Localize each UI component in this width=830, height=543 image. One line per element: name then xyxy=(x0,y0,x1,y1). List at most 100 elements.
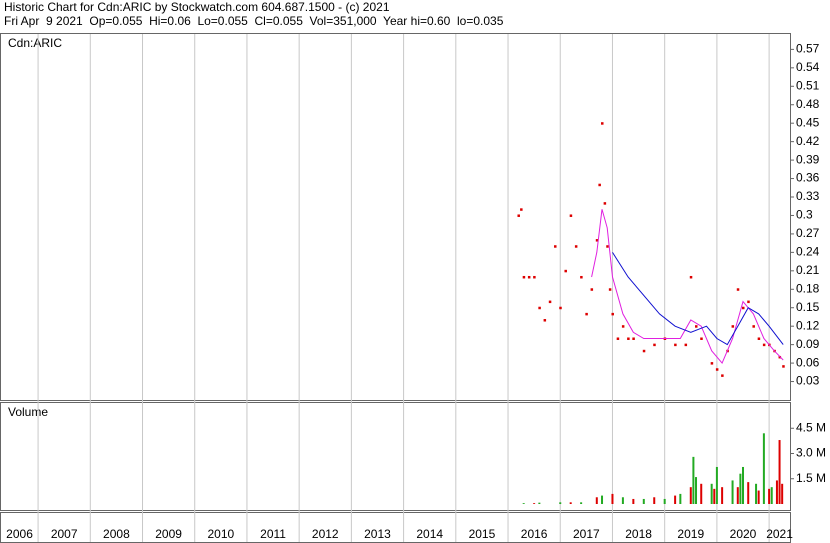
price-dot xyxy=(757,337,761,340)
volume-bar xyxy=(559,502,562,504)
price-dot xyxy=(721,374,724,377)
price-dot xyxy=(608,288,612,291)
volume-bar xyxy=(522,503,525,504)
price-dot xyxy=(522,275,526,279)
volume-bar xyxy=(679,493,682,504)
price-dot xyxy=(543,319,547,322)
y-tick-label: 0.57 xyxy=(796,42,820,56)
price-dot xyxy=(564,269,567,273)
volume-bar xyxy=(739,473,742,504)
price-dot xyxy=(742,306,745,310)
chart-subtitle: Fri Apr 9 2021 Op=0.055 Hi=0.06 Lo=0.055… xyxy=(4,14,504,28)
y-tick-label: 0.09 xyxy=(796,337,820,351)
volume-bar xyxy=(778,440,781,504)
y-tick-label: 0.27 xyxy=(796,226,820,240)
y-tick-label: 0.18 xyxy=(796,281,820,295)
x-tick-label: 2008 xyxy=(103,527,130,541)
price-dot xyxy=(684,343,688,347)
y-tick-label: 0.51 xyxy=(796,78,820,92)
price-dot xyxy=(715,368,719,371)
y-tick-label: 1.5 M xyxy=(796,471,826,485)
x-tick-label: 2013 xyxy=(364,527,391,541)
volume-frame xyxy=(0,402,791,511)
price-dot xyxy=(603,202,607,205)
price-dot xyxy=(580,275,583,279)
x-tick-label: 2010 xyxy=(207,527,234,541)
price-dot xyxy=(616,337,620,340)
panel-label: Cdn:ARIC xyxy=(8,36,62,50)
volume-bar xyxy=(775,480,778,504)
x-tick-label: 2007 xyxy=(51,527,78,541)
chart-title: Historic Chart for Cdn:ARIC by Stockwatc… xyxy=(4,0,390,14)
moving-average xyxy=(591,209,784,365)
x-tick-label: 2020 xyxy=(730,527,757,541)
price-dot xyxy=(606,245,609,248)
price-dot xyxy=(653,343,656,347)
volume-bar xyxy=(721,487,724,504)
price-dot xyxy=(674,343,677,347)
y-tick-label: 0.15 xyxy=(796,300,820,314)
volume-bar xyxy=(695,477,698,504)
price-dot xyxy=(611,312,614,316)
volume-bar xyxy=(736,487,739,504)
price-dot xyxy=(533,275,536,279)
volume-bar xyxy=(595,497,598,504)
price-dot xyxy=(574,245,578,248)
volume-bar xyxy=(569,502,572,504)
volume-bar xyxy=(731,480,734,504)
price-dot xyxy=(689,275,693,279)
y-tick-label: 0.24 xyxy=(796,245,820,259)
volume-bar xyxy=(715,466,718,504)
price-dot xyxy=(520,208,523,211)
price-dot xyxy=(752,325,755,328)
x-tick-label: 2016 xyxy=(521,527,548,541)
volume-bar xyxy=(700,483,703,504)
volume-bar xyxy=(747,482,750,504)
volume-bar xyxy=(538,502,541,504)
volume-bar xyxy=(755,483,758,504)
y-tick-label: 0.33 xyxy=(796,189,820,203)
y-tick-label: 0.42 xyxy=(796,134,820,148)
price-dot xyxy=(601,122,604,125)
volume-bar xyxy=(674,495,677,504)
x-tick-label: 2018 xyxy=(625,527,652,541)
volume-bar xyxy=(663,498,666,504)
price-dot xyxy=(554,245,557,248)
moving-average xyxy=(612,252,784,346)
y-tick-label: 4.5 M xyxy=(796,420,826,434)
volume-bar xyxy=(770,487,773,504)
price-dot xyxy=(598,183,601,187)
price-dot xyxy=(569,214,573,217)
price-dot xyxy=(527,275,531,279)
price-dot xyxy=(559,306,562,310)
volume-bar xyxy=(611,493,614,504)
y-tick-label: 0.48 xyxy=(796,97,820,111)
y-tick-label: 0.06 xyxy=(796,355,820,369)
price-dot xyxy=(747,300,750,304)
volume-bar xyxy=(713,488,716,504)
price-dot xyxy=(621,325,625,328)
volume-bar xyxy=(580,502,583,504)
price-dot xyxy=(627,337,630,340)
volume-bar xyxy=(762,433,765,504)
volume-bar xyxy=(781,483,784,504)
volume-bar xyxy=(601,495,604,504)
y-tick-label: 0.12 xyxy=(796,318,820,332)
panel-label: Volume xyxy=(8,405,48,419)
price-dot xyxy=(642,349,646,353)
volume-bar xyxy=(642,498,645,504)
volume-bar xyxy=(710,483,713,504)
price-frame xyxy=(0,33,791,401)
volume-bar xyxy=(621,497,624,504)
price-dot xyxy=(700,337,703,340)
x-tick-label: 2019 xyxy=(677,527,704,541)
price-dot xyxy=(731,325,735,328)
y-tick-label: 0.3 xyxy=(796,208,813,222)
x-tick-label: 2011 xyxy=(260,527,286,541)
price-dot xyxy=(585,312,588,316)
volume-bar xyxy=(689,487,692,504)
price-dot xyxy=(782,365,785,368)
volume-bar xyxy=(533,503,536,504)
y-tick-label: 0.39 xyxy=(796,152,820,166)
